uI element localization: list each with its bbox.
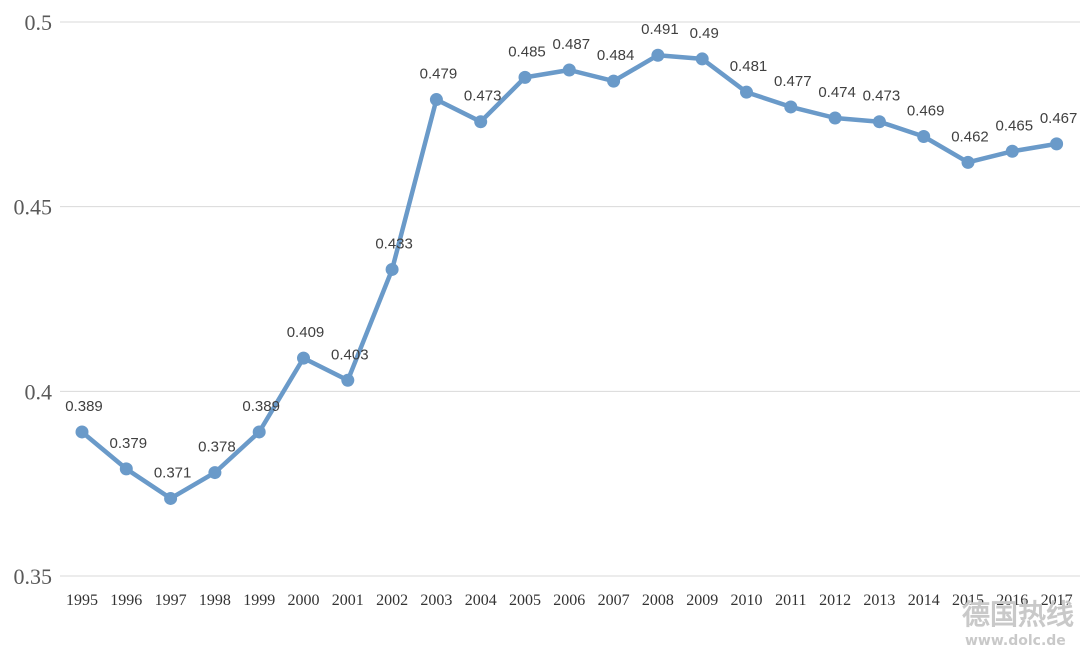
data-label: 0.491 bbox=[641, 21, 679, 38]
x-tick-label: 2011 bbox=[775, 592, 806, 609]
x-tick-label: 2007 bbox=[598, 592, 630, 609]
x-tick-label: 2016 bbox=[996, 592, 1028, 609]
data-point bbox=[474, 115, 488, 129]
data-point bbox=[518, 70, 532, 84]
data-point bbox=[164, 491, 178, 505]
data-label: 0.473 bbox=[464, 88, 502, 105]
data-label: 0.49 bbox=[690, 25, 719, 42]
data-point bbox=[1005, 144, 1019, 158]
x-tick-label: 2013 bbox=[863, 592, 895, 609]
watermark: 德国热线 www.dolc.de bbox=[962, 598, 1074, 649]
data-label: 0.481 bbox=[730, 58, 768, 75]
x-tick-label: 2002 bbox=[376, 592, 408, 609]
x-tick-label: 2003 bbox=[420, 592, 452, 609]
x-tick-label: 2015 bbox=[952, 592, 984, 609]
data-point bbox=[961, 155, 975, 169]
x-tick-label: 2017 bbox=[1041, 592, 1073, 609]
x-tick-label: 2014 bbox=[908, 592, 940, 609]
watermark-url: www.dolc.de bbox=[965, 633, 1066, 649]
x-tick-label: 1998 bbox=[199, 592, 231, 609]
data-point bbox=[562, 63, 576, 77]
data-point bbox=[784, 100, 798, 114]
y-tick-label: 0.5 bbox=[25, 10, 53, 35]
x-tick-label: 2010 bbox=[731, 592, 763, 609]
data-point bbox=[385, 262, 399, 276]
data-label: 0.479 bbox=[420, 66, 458, 83]
x-tick-label: 2006 bbox=[553, 592, 585, 609]
data-label: 0.465 bbox=[996, 117, 1034, 134]
data-point bbox=[740, 85, 753, 99]
series-path bbox=[79, 52, 1059, 501]
data-point bbox=[1050, 137, 1064, 151]
data-label: 0.462 bbox=[951, 128, 989, 145]
x-tick-label: 2001 bbox=[332, 592, 364, 609]
data-point bbox=[917, 129, 931, 143]
data-label: 0.389 bbox=[242, 398, 280, 415]
data-label: 0.474 bbox=[818, 84, 856, 101]
x-tick-label: 2000 bbox=[288, 592, 320, 609]
data-point bbox=[828, 111, 842, 125]
data-label: 0.389 bbox=[65, 398, 103, 415]
gridlines bbox=[60, 21, 1080, 577]
y-tick-label: 0.4 bbox=[25, 379, 53, 404]
x-tick-label: 1995 bbox=[66, 592, 98, 609]
data-label: 0.473 bbox=[863, 88, 901, 105]
x-axis: 1995 1996 1997 1998 1999 2000 2001 2002 2003 2004… bbox=[66, 592, 1073, 609]
data-label: 0.484 bbox=[597, 47, 635, 64]
x-tick-label: 2012 bbox=[819, 592, 851, 609]
data-point bbox=[297, 351, 310, 365]
data-point bbox=[119, 462, 133, 476]
data-label: 0.371 bbox=[154, 464, 192, 481]
x-tick-label: 1996 bbox=[110, 592, 142, 609]
data-point bbox=[872, 115, 886, 129]
data-label: 0.485 bbox=[508, 43, 546, 60]
data-label: 0.409 bbox=[287, 324, 325, 341]
data-labels: 0.389 0.379 0.371 0.378 0.389 0.409 0.403 0.433… bbox=[65, 21, 1077, 481]
data-label: 0.469 bbox=[907, 102, 945, 119]
data-point bbox=[75, 425, 89, 439]
data-point bbox=[341, 373, 355, 387]
series-line bbox=[75, 48, 1064, 505]
data-label: 0.433 bbox=[375, 235, 413, 252]
data-label: 0.487 bbox=[553, 36, 591, 53]
x-tick-label: 2005 bbox=[509, 592, 541, 609]
data-point bbox=[208, 466, 222, 480]
data-point bbox=[252, 425, 266, 439]
data-point bbox=[607, 74, 621, 88]
x-tick-label: 2004 bbox=[465, 592, 497, 609]
x-tick-label: 1999 bbox=[243, 592, 275, 609]
data-point bbox=[651, 48, 665, 62]
x-tick-label: 2008 bbox=[642, 592, 674, 609]
y-tick-label: 0.45 bbox=[14, 195, 53, 220]
data-label: 0.379 bbox=[110, 435, 148, 452]
x-tick-label: 1997 bbox=[155, 592, 187, 609]
data-label: 0.477 bbox=[774, 73, 812, 90]
data-point bbox=[695, 52, 709, 66]
y-axis: 0.35 0.4 0.45 0.5 bbox=[14, 10, 53, 589]
y-tick-label: 0.35 bbox=[14, 564, 53, 589]
data-label: 0.378 bbox=[198, 439, 236, 456]
x-tick-label: 2009 bbox=[686, 592, 718, 609]
data-label: 0.403 bbox=[331, 346, 369, 363]
data-label: 0.467 bbox=[1040, 110, 1078, 127]
watermark-text: 德国热线 bbox=[962, 598, 1074, 631]
data-point bbox=[429, 93, 443, 107]
